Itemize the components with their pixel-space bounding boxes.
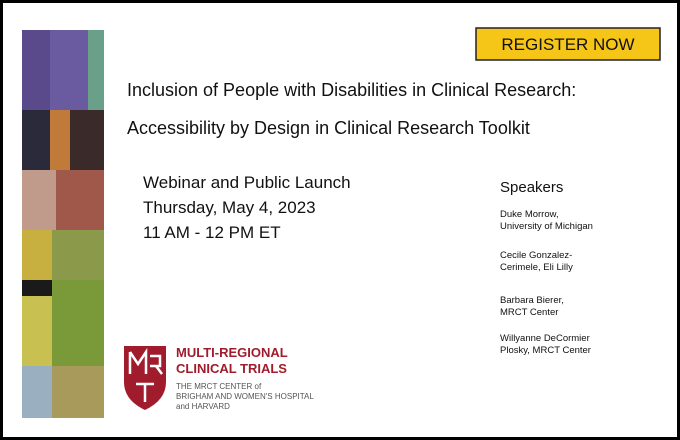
speaker-line: Cerimele, Eli Lilly (500, 262, 573, 273)
logo-sub: THE MRCT CENTER of (176, 382, 262, 391)
register-button[interactable]: REGISTER NOW (475, 27, 661, 61)
button-label[interactable]: REGISTER NOW (501, 35, 634, 54)
event-line: Thursday, May 4, 2023 (143, 198, 316, 217)
speaker-line: Duke Morrow, (500, 209, 559, 220)
event-line: 11 AM - 12 PM ET (143, 223, 281, 242)
speaker-line: Cecile Gonzalez- (500, 250, 572, 261)
logo-mark (124, 346, 166, 410)
painting (22, 30, 104, 418)
logo-name: CLINICAL TRIALS (176, 361, 287, 376)
speaker-line: Willyanne DeCormier (500, 333, 590, 344)
speaker-line: Plosky, MRCT Center (500, 345, 591, 356)
logo-name: MULTI-REGIONAL (176, 345, 288, 360)
title-line: Inclusion of People with Disabilities in… (127, 80, 576, 100)
event-line: Webinar and Public Launch (143, 173, 351, 192)
speaker-line: University of Michigan (500, 221, 593, 232)
title-line: Accessibility by Design in Clinical Rese… (127, 118, 530, 138)
logo-sub: BRIGHAM AND WOMEN'S HOSPITAL (176, 392, 314, 401)
speaker-line: MRCT Center (500, 307, 558, 318)
speakers-heading: Speakers (500, 179, 563, 196)
logo-sub: and HARVARD (176, 402, 230, 411)
speaker-line: Barbara Bierer, (500, 295, 564, 306)
